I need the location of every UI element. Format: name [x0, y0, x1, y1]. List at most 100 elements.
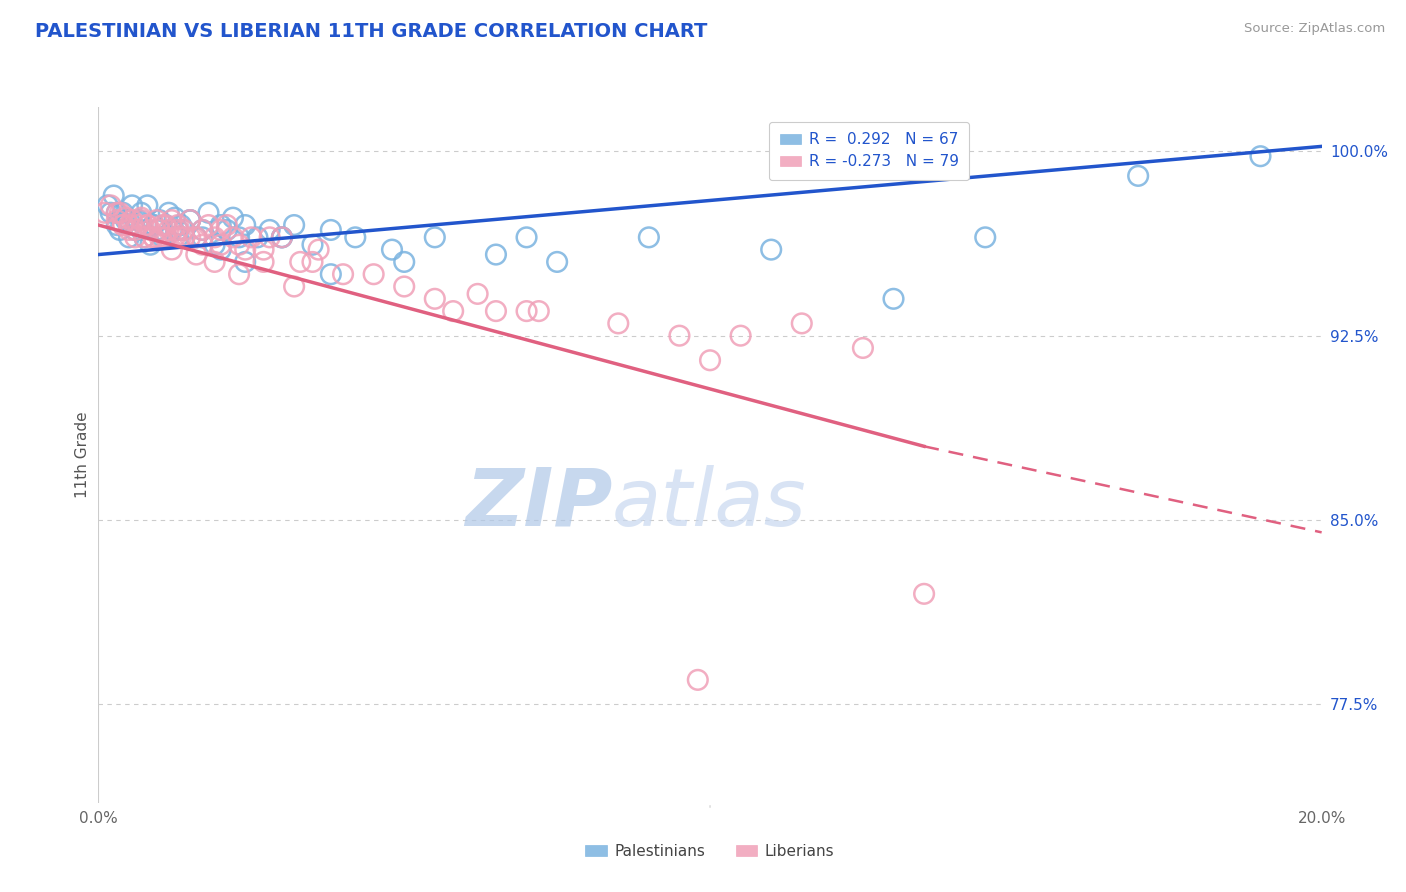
Point	[167, 223, 190, 237]
Point	[149, 223, 172, 237]
Point	[157, 223, 180, 237]
Point	[290, 255, 312, 269]
Point	[124, 230, 146, 244]
Point	[191, 237, 214, 252]
Point	[197, 218, 219, 232]
Point	[134, 230, 156, 244]
Point	[259, 223, 281, 237]
Point	[149, 230, 172, 244]
Point	[155, 218, 177, 232]
Point	[222, 230, 245, 244]
Point	[170, 230, 193, 244]
Point	[228, 237, 250, 252]
Point	[912, 587, 935, 601]
Point	[179, 213, 201, 227]
Point	[157, 206, 180, 220]
Point	[149, 213, 172, 227]
Point	[93, 206, 115, 220]
Point	[142, 218, 165, 232]
Point	[209, 223, 232, 237]
Point	[124, 223, 146, 237]
Point	[423, 292, 446, 306]
Point	[163, 211, 186, 225]
Point	[115, 211, 138, 225]
Point	[111, 206, 134, 220]
Point	[270, 230, 294, 244]
Point	[319, 223, 342, 237]
Point	[423, 230, 446, 244]
Point	[252, 243, 274, 257]
Point	[124, 223, 146, 237]
Point	[790, 317, 813, 331]
Point	[142, 230, 165, 244]
Point	[852, 341, 875, 355]
Point	[259, 230, 281, 244]
Point	[118, 218, 141, 232]
Point	[145, 213, 167, 227]
Point	[308, 243, 330, 257]
Point	[155, 230, 177, 244]
Point	[129, 223, 152, 237]
Point	[467, 286, 489, 301]
Point	[100, 198, 122, 212]
Point	[215, 223, 238, 237]
Point	[301, 237, 323, 252]
Text: ZIP: ZIP	[465, 465, 612, 542]
Point	[145, 223, 167, 237]
Point	[105, 206, 128, 220]
Point	[167, 218, 190, 232]
Point	[160, 223, 183, 237]
Point	[1250, 149, 1272, 163]
Point	[129, 211, 152, 225]
Point	[118, 223, 141, 237]
Point	[179, 230, 201, 244]
Point	[186, 230, 208, 244]
Point	[115, 213, 138, 227]
Point	[363, 267, 385, 281]
Point	[129, 213, 152, 227]
Point	[108, 223, 131, 237]
Point	[197, 206, 219, 220]
Point	[160, 243, 183, 257]
Point	[152, 218, 174, 232]
Point	[118, 213, 141, 227]
Point	[252, 255, 274, 269]
Point	[173, 223, 195, 237]
Point	[111, 218, 134, 232]
Point	[441, 304, 464, 318]
Point	[186, 230, 208, 244]
Point	[105, 206, 128, 220]
Point	[142, 230, 165, 244]
Point	[270, 230, 294, 244]
Point	[516, 230, 538, 244]
Point	[155, 230, 177, 244]
Point	[105, 213, 128, 227]
Point	[883, 292, 905, 306]
Point	[136, 218, 159, 232]
Point	[233, 255, 256, 269]
Point	[118, 230, 141, 244]
Y-axis label: 11th Grade: 11th Grade	[75, 411, 90, 499]
Point	[191, 230, 214, 244]
Point	[121, 198, 143, 212]
Point	[381, 243, 404, 257]
Point	[699, 353, 721, 368]
Point	[204, 230, 226, 244]
Point	[332, 267, 354, 281]
Point	[163, 230, 186, 244]
Point	[240, 230, 263, 244]
Point	[686, 673, 709, 687]
Point	[607, 317, 630, 331]
Point	[209, 237, 232, 252]
Point	[103, 188, 125, 202]
Point	[179, 213, 201, 227]
Point	[160, 213, 183, 227]
Point	[283, 279, 305, 293]
Point	[730, 328, 752, 343]
Point	[108, 206, 131, 220]
Point	[121, 213, 143, 227]
Point	[173, 230, 195, 244]
Point	[392, 279, 416, 293]
Text: atlas: atlas	[612, 465, 807, 542]
Point	[301, 255, 323, 269]
